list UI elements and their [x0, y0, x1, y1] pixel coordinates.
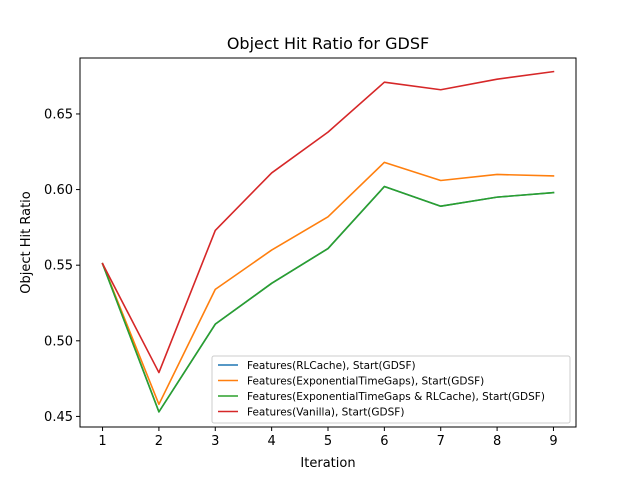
series-line-4 — [101, 70, 555, 374]
x-tick-label: 5 — [324, 434, 332, 449]
x-tick-label: 2 — [155, 434, 163, 449]
legend-box — [211, 355, 571, 424]
series-line-3 — [101, 185, 555, 413]
axes-layer: 1 2 3 4 5 6 7 8 9 0.45 0.50 0.55 0.60 0.65 — [44, 57, 577, 449]
y-tick-label: 0.60 — [44, 183, 73, 198]
x-tick-label: 6 — [380, 434, 388, 449]
x-tick-label: 7 — [437, 434, 445, 449]
series-layer — [101, 70, 555, 413]
y-tick-label: 0.50 — [44, 334, 73, 349]
chart-title: Object Hit Ratio for GDSF — [227, 34, 429, 53]
x-tick-label: 3 — [211, 434, 219, 449]
x-axis-label: Iteration — [300, 456, 355, 471]
x-tick-label: 9 — [549, 434, 557, 449]
legend-label-2: Features(ExponentialTimeGaps), Start(GDS… — [247, 375, 484, 387]
y-axis-label: Object Hit Ratio — [19, 191, 34, 294]
series-line-2 — [101, 161, 555, 406]
x-tick-label: 8 — [493, 434, 501, 449]
legend-label-4: Features(Vanilla), Start(GDSF) — [247, 406, 404, 418]
legend-label-3: Features(ExponentialTimeGaps & RLCache),… — [247, 391, 545, 403]
y-tick-label: 0.55 — [44, 259, 73, 274]
legend-label-1: Features(RLCache), Start(GDSF) — [247, 360, 416, 372]
x-tick-label: 4 — [267, 434, 275, 449]
y-tick-label: 0.65 — [44, 107, 73, 122]
y-tick-label: 0.45 — [44, 410, 73, 425]
legend: Features(RLCache), Start(GDSF) Features(E… — [211, 355, 571, 424]
x-tick-label: 1 — [98, 434, 106, 449]
